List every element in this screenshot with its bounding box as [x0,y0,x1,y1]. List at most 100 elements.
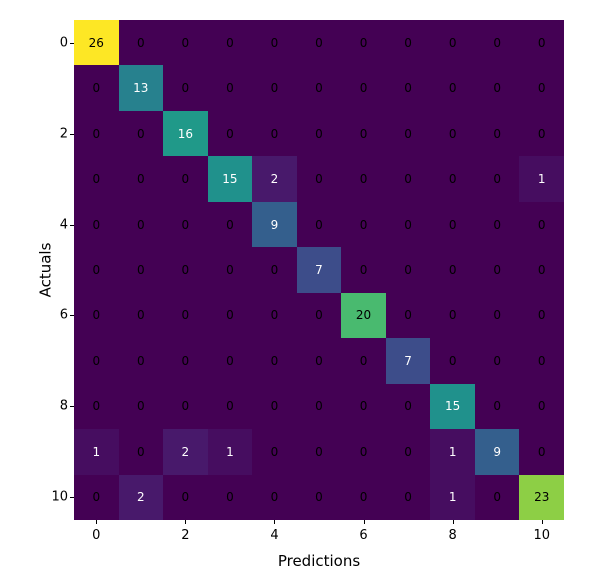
heatmap-cell: 0 [74,65,119,110]
heatmap-cell: 0 [252,247,297,292]
heatmap-cell: 0 [430,20,475,65]
heatmap-cell: 0 [252,384,297,429]
heatmap-cell: 0 [74,293,119,338]
heatmap-cell: 0 [386,247,431,292]
heatmap-cell: 0 [386,65,431,110]
y-tick-mark [70,134,74,135]
heatmap-cell: 0 [163,293,208,338]
x-tick-label: 8 [448,528,456,543]
heatmap-cell: 0 [297,111,342,156]
heatmap-cell: 0 [208,338,253,383]
heatmap-cell: 0 [119,384,164,429]
heatmap-cell: 0 [208,475,253,520]
y-tick-label: 8 [60,399,68,414]
y-tick-label: 6 [60,308,68,323]
heatmap-cell: 0 [430,202,475,247]
heatmap-cell: 0 [386,293,431,338]
heatmap-cell: 0 [475,65,520,110]
x-tick-mark [96,520,97,524]
y-axis-label: Actuals [36,243,54,298]
heatmap-cell: 0 [519,429,564,474]
heatmap-cell: 0 [74,247,119,292]
y-tick-mark [70,315,74,316]
heatmap-cell: 0 [341,156,386,201]
heatmap-cell: 0 [208,65,253,110]
heatmap-cell: 0 [519,293,564,338]
heatmap-cell: 0 [341,429,386,474]
heatmap-cell: 1 [430,429,475,474]
heatmap-cell: 0 [119,202,164,247]
y-tick-label: 10 [51,490,68,505]
heatmap-cell: 0 [252,429,297,474]
heatmap-cell: 0 [119,111,164,156]
heatmap-cell: 0 [430,247,475,292]
heatmap-cell: 0 [475,202,520,247]
heatmap-cell: 0 [475,156,520,201]
heatmap-cell: 0 [208,384,253,429]
heatmap-cell: 0 [430,65,475,110]
heatmap-cell: 0 [297,202,342,247]
heatmap-cell: 0 [475,338,520,383]
heatmap-cell: 0 [475,20,520,65]
heatmap-cell: 0 [208,293,253,338]
heatmap-cell: 0 [519,247,564,292]
heatmap-cell: 0 [163,20,208,65]
heatmap-cell: 0 [519,338,564,383]
heatmap-cell: 0 [74,338,119,383]
heatmap-cell: 0 [163,247,208,292]
heatmap-cell: 13 [119,65,164,110]
x-tick-label: 10 [533,528,550,543]
y-tick-label: 0 [60,35,68,50]
y-tick-mark [70,225,74,226]
x-tick-label: 2 [181,528,189,543]
heatmap-cell: 0 [386,384,431,429]
heatmap-cell: 0 [430,156,475,201]
heatmap-cell: 0 [163,475,208,520]
heatmap-cell: 0 [208,202,253,247]
heatmap-cell: 0 [341,247,386,292]
heatmap-cell: 0 [519,202,564,247]
y-tick-mark [70,43,74,44]
heatmap-cell: 0 [341,475,386,520]
heatmap-cell: 0 [163,384,208,429]
confusion-matrix-heatmap: 2600000000000130000000000016000000000001… [74,20,564,520]
heatmap-cell: 0 [341,338,386,383]
heatmap-cell: 0 [208,20,253,65]
heatmap-cell: 0 [74,111,119,156]
heatmap-cell: 0 [386,156,431,201]
heatmap-cell: 0 [252,475,297,520]
heatmap-cell: 15 [208,156,253,201]
heatmap-cell: 1 [208,429,253,474]
y-tick-label: 2 [60,126,68,141]
heatmap-cell: 0 [163,338,208,383]
heatmap-cell: 0 [208,111,253,156]
heatmap-cell: 0 [252,20,297,65]
heatmap-cell: 0 [74,156,119,201]
heatmap-cell: 2 [119,475,164,520]
y-tick-mark [70,497,74,498]
heatmap-cell: 0 [163,156,208,201]
heatmap-cell: 9 [252,202,297,247]
heatmap-cell: 2 [163,429,208,474]
heatmap-cell: 16 [163,111,208,156]
heatmap-cell: 0 [74,475,119,520]
heatmap-cell: 0 [386,202,431,247]
y-tick-label: 4 [60,217,68,232]
heatmap-cell: 26 [74,20,119,65]
heatmap-cell: 0 [386,20,431,65]
heatmap-cell: 1 [430,475,475,520]
heatmap-cell: 0 [430,111,475,156]
heatmap-cell: 0 [519,384,564,429]
heatmap-cell: 15 [430,384,475,429]
heatmap-cell: 0 [297,293,342,338]
heatmap-cell: 0 [119,293,164,338]
heatmap-cell: 0 [252,293,297,338]
heatmap-cell: 0 [341,384,386,429]
heatmap-cell: 2 [252,156,297,201]
heatmap-cell: 0 [208,247,253,292]
heatmap-cell: 0 [386,475,431,520]
x-tick-label: 0 [92,528,100,543]
heatmap-cell: 0 [252,111,297,156]
x-tick-mark [274,520,275,524]
heatmap-cell: 1 [74,429,119,474]
